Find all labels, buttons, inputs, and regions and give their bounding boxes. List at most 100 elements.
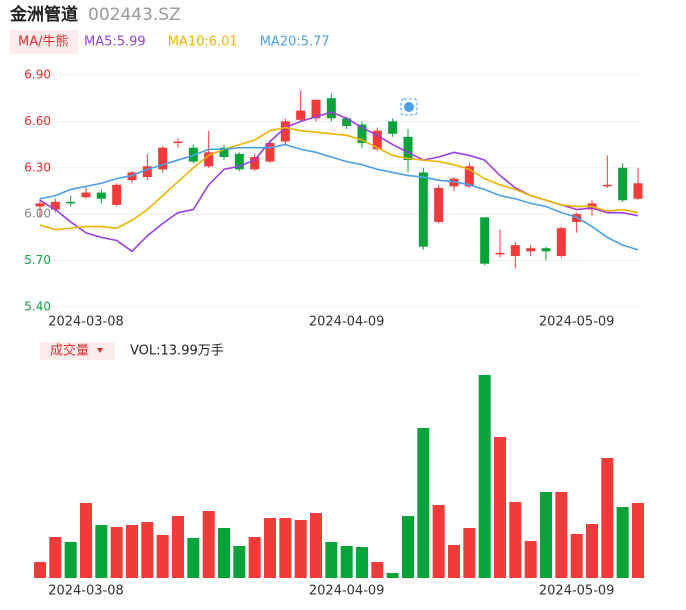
candle-body <box>96 192 106 199</box>
volume-bar <box>126 524 138 578</box>
candle-body <box>556 228 566 256</box>
volume-bar <box>187 538 200 578</box>
volume-bar <box>340 545 353 578</box>
volume-bar <box>555 491 568 578</box>
candle-body <box>602 184 612 187</box>
candle-body <box>81 192 91 198</box>
candle-body <box>434 187 444 222</box>
ma-line <box>39 143 639 251</box>
vol-button[interactable] <box>40 342 115 360</box>
volume-bar <box>586 524 598 578</box>
volume-bar <box>34 562 46 578</box>
candle-body <box>618 167 628 201</box>
candle-body <box>112 184 122 205</box>
volume-bar <box>432 504 445 578</box>
volume-bar <box>509 501 522 578</box>
legend-item: MA10:6.01 <box>168 35 238 50</box>
candle-body <box>388 121 398 134</box>
volume-bar <box>294 519 307 578</box>
candle-body <box>50 201 60 210</box>
volume-bar <box>478 375 491 578</box>
candle-body <box>403 136 413 161</box>
legend-item: MA5:5.99 <box>84 35 146 50</box>
candle-body <box>342 118 352 127</box>
candle-body <box>480 217 490 264</box>
dropdown-arrow <box>97 348 103 353</box>
volume-bar <box>463 527 476 578</box>
candle-body <box>204 152 214 167</box>
volume-bar <box>371 562 384 578</box>
volume-bar <box>325 542 338 578</box>
vol-button-label: 成交量 <box>50 343 89 359</box>
x-tick-label: 2024-03-08 <box>48 584 124 599</box>
volume-bar <box>601 458 614 578</box>
candle-body <box>173 141 183 144</box>
candle-body <box>265 143 275 162</box>
volume-bar <box>172 516 184 578</box>
volume-bar <box>632 502 644 578</box>
candle-body <box>66 201 76 204</box>
x-tick-label: 2024-04-09 <box>309 584 385 599</box>
stock-code: 002443.SZ <box>88 5 181 25</box>
candle-body <box>541 248 551 252</box>
volume-bar <box>310 513 322 578</box>
candle-body <box>357 124 367 144</box>
volume-bar <box>540 491 552 578</box>
volume-bar <box>218 527 230 578</box>
y-tick-label: 5.40 <box>24 300 51 314</box>
volume-bar <box>233 545 246 578</box>
legend-item: MA20:5.77 <box>260 35 330 50</box>
candle-body <box>464 166 474 187</box>
candle-body <box>326 98 336 119</box>
ma-button-label: MA/牛熊 <box>18 34 69 50</box>
volume-bar <box>356 547 368 578</box>
y-tick-label: 6.00 <box>24 207 51 221</box>
volume-bar <box>156 534 169 578</box>
volume-bar <box>570 533 583 578</box>
volume-bar <box>95 524 108 578</box>
candle-body <box>510 245 520 256</box>
ma-button[interactable] <box>10 30 78 54</box>
volume-bar <box>64 542 77 578</box>
stock-name: 金洲管道 <box>9 4 78 25</box>
x-tick-label: 2024-04-09 <box>309 315 385 330</box>
volume-bar <box>417 427 430 578</box>
volume-bar <box>49 536 62 578</box>
volume-bar <box>524 541 537 578</box>
candle-body <box>311 99 321 119</box>
ma-line <box>39 126 639 231</box>
x-tick-label: 2024-03-08 <box>48 315 124 330</box>
candle-body <box>234 153 244 170</box>
volume-bar <box>80 502 92 578</box>
event-icon[interactable] <box>400 98 418 116</box>
candle-body <box>495 252 505 255</box>
volume-bar <box>141 522 154 578</box>
candle-body <box>633 183 643 199</box>
y-tick-label: 6.30 <box>24 160 51 174</box>
ma-line <box>39 111 639 253</box>
volume-bar <box>202 510 215 578</box>
x-tick-label: 2024-05-09 <box>539 584 615 599</box>
y-tick-label: 6.90 <box>24 68 51 82</box>
candle-body <box>280 121 290 142</box>
y-tick-label: 5.70 <box>24 253 51 267</box>
candle-body <box>142 166 152 178</box>
candle-body <box>158 147 168 170</box>
volume-bar <box>264 518 276 578</box>
volume-bar <box>248 536 261 578</box>
candle-body <box>35 203 45 207</box>
volume-bar <box>279 518 292 578</box>
volume-bar <box>110 527 123 578</box>
candle-body <box>526 248 536 252</box>
vol-label: VOL:13.99万手 <box>130 344 224 359</box>
y-tick-label: 6.60 <box>24 114 51 128</box>
event-icon-dot <box>404 102 414 112</box>
candle-body <box>219 147 229 157</box>
volume-bar <box>386 573 399 578</box>
volume-bar <box>616 507 629 578</box>
x-tick-label: 2024-05-09 <box>539 315 615 330</box>
volume-bar <box>494 436 506 578</box>
volume-bar <box>448 544 460 578</box>
candle-body <box>296 110 306 120</box>
